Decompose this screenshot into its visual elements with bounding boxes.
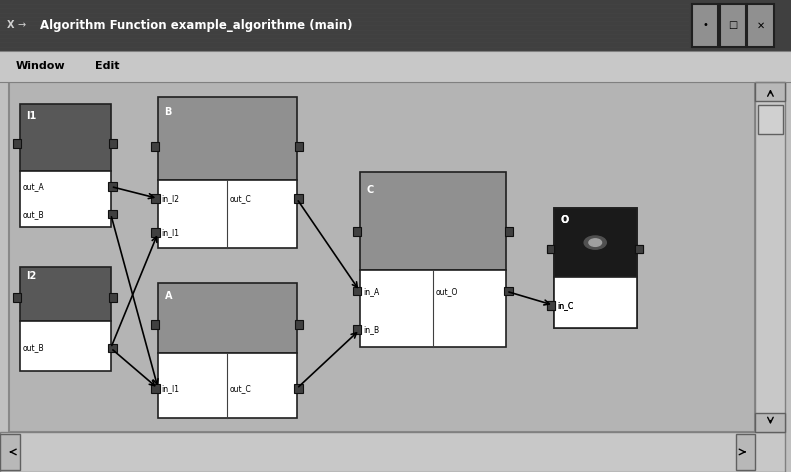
Text: in_A: in_A xyxy=(363,287,380,296)
Text: in_C: in_C xyxy=(557,301,573,310)
Bar xyxy=(635,244,643,253)
Text: B: B xyxy=(165,107,172,117)
Bar xyxy=(554,278,637,328)
Text: X: X xyxy=(6,20,13,31)
Bar xyxy=(109,139,117,148)
Bar xyxy=(353,287,361,295)
Bar xyxy=(505,228,513,236)
Text: in_B: in_B xyxy=(363,325,379,334)
Bar xyxy=(20,104,111,171)
Text: A: A xyxy=(165,291,172,301)
Bar xyxy=(294,384,303,393)
Bar xyxy=(755,413,785,432)
Text: out_A: out_A xyxy=(22,182,44,191)
Bar xyxy=(554,208,637,278)
Bar xyxy=(360,270,506,347)
Bar xyxy=(635,244,643,253)
Text: C: C xyxy=(366,185,373,195)
Bar xyxy=(13,139,21,148)
Text: out_C: out_C xyxy=(229,384,252,393)
Bar xyxy=(295,142,303,151)
Bar xyxy=(151,384,160,393)
Text: in_I1: in_I1 xyxy=(161,228,180,237)
Bar xyxy=(109,293,117,302)
Bar xyxy=(0,432,785,472)
Text: ✕: ✕ xyxy=(756,20,765,31)
Bar xyxy=(504,287,513,295)
Circle shape xyxy=(589,239,601,246)
Bar xyxy=(554,208,637,278)
Bar xyxy=(547,301,555,310)
Text: Algorithm Function example_algorithme (main): Algorithm Function example_algorithme (m… xyxy=(40,19,352,32)
Bar xyxy=(20,320,111,371)
Bar xyxy=(108,344,117,352)
Bar xyxy=(360,172,506,270)
Bar xyxy=(353,325,361,334)
Text: •: • xyxy=(702,20,708,31)
Bar xyxy=(554,278,637,328)
Bar xyxy=(294,194,303,203)
Bar xyxy=(13,293,21,302)
Bar xyxy=(9,82,755,432)
Bar xyxy=(747,4,774,47)
Text: out_B: out_B xyxy=(22,210,44,219)
Bar xyxy=(151,228,160,237)
Text: in_I1: in_I1 xyxy=(161,384,180,393)
Bar xyxy=(0,51,791,82)
Text: O: O xyxy=(560,215,568,225)
Bar xyxy=(547,244,554,253)
Bar xyxy=(151,194,160,203)
Text: Window: Window xyxy=(16,61,66,71)
Bar xyxy=(755,82,785,101)
Bar xyxy=(692,4,718,47)
Text: in_I2: in_I2 xyxy=(161,194,180,203)
Text: in_C: in_C xyxy=(557,301,573,310)
Bar xyxy=(108,210,117,219)
Bar xyxy=(0,434,20,470)
Bar xyxy=(151,142,159,151)
Bar xyxy=(353,228,361,236)
Text: O: O xyxy=(560,215,568,225)
Bar xyxy=(20,267,111,320)
Bar xyxy=(20,171,111,227)
Circle shape xyxy=(584,236,607,249)
Bar xyxy=(755,82,785,432)
Bar xyxy=(151,320,159,329)
Bar xyxy=(547,244,554,253)
Bar xyxy=(0,0,791,51)
Text: I2: I2 xyxy=(26,271,36,281)
Bar xyxy=(295,320,303,329)
Text: out_C: out_C xyxy=(229,194,252,203)
Text: out_B: out_B xyxy=(22,344,44,353)
Bar xyxy=(158,283,297,353)
Bar xyxy=(158,353,297,418)
Text: out_O: out_O xyxy=(435,287,458,296)
Text: □: □ xyxy=(729,20,737,31)
Text: I1: I1 xyxy=(26,111,36,121)
Text: →: → xyxy=(17,20,25,31)
Text: Edit: Edit xyxy=(95,61,119,71)
Bar xyxy=(736,434,755,470)
Bar xyxy=(758,105,783,134)
Bar xyxy=(720,4,746,47)
Bar xyxy=(547,301,555,310)
Bar xyxy=(158,97,297,180)
Bar xyxy=(158,180,297,248)
Bar xyxy=(108,182,117,191)
